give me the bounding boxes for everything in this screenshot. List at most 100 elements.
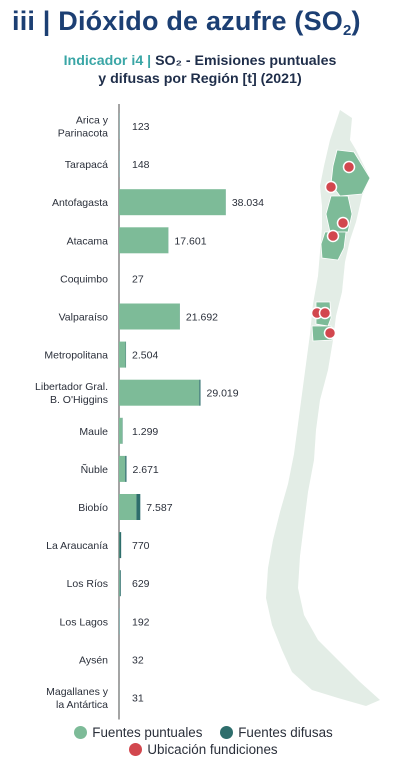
bar-row: Magallanes y la Antártica 31 <box>46 684 144 711</box>
category-label: Maule <box>79 426 108 438</box>
bar-puntuales <box>119 227 169 254</box>
bar-difusas <box>125 455 127 482</box>
category-label: La Araucanía <box>46 540 108 552</box>
bar-puntuales <box>119 417 123 444</box>
smelter-marker <box>318 306 332 320</box>
bar-puntuales <box>119 303 180 330</box>
chart-legend: Fuentes puntuales Fuentes difusas <box>0 725 407 742</box>
indicator-separator: | <box>143 53 156 69</box>
category-label: Ñuble <box>81 463 109 476</box>
bar-difusas <box>119 608 120 635</box>
value-label: 29.019 <box>206 388 238 400</box>
smelter-marker <box>324 180 338 194</box>
category-label-line: La Araucanía <box>46 540 108 552</box>
value-label: 21.692 <box>186 312 218 324</box>
value-label: 7.587 <box>146 502 172 514</box>
category-label-line: Tarapacá <box>65 159 108 171</box>
smelter-marker <box>323 326 337 340</box>
bar-puntuales <box>119 379 200 406</box>
category-label: Magallanes y la Antártica <box>46 686 109 711</box>
legend-label-difusas: Fuentes difusas <box>238 725 333 740</box>
category-label-line: B. O'Higgins <box>50 394 108 406</box>
legend-swatch-difusas <box>220 726 234 739</box>
smelter-marker <box>336 216 350 230</box>
value-label: 38.034 <box>232 197 264 209</box>
category-label-line: Libertador Gral. <box>35 381 108 393</box>
bar-difusas <box>119 570 121 597</box>
chart-rows: Arica y Parinacota 123 Tarapacá 148 Antofagas… <box>35 113 264 711</box>
value-label: 192 <box>132 616 150 628</box>
category-label-line: Magallanes y <box>46 686 109 698</box>
bar-row: Atacama 17.601 <box>67 227 207 254</box>
category-label: Antofagasta <box>52 197 108 209</box>
bar-puntuales <box>119 494 137 520</box>
smelter-marker <box>326 229 340 243</box>
value-label: 17.601 <box>174 235 206 247</box>
bar-row: Tarapacá 148 <box>65 151 150 178</box>
value-label: 1.299 <box>132 426 158 438</box>
value-label: 31 <box>132 693 144 705</box>
category-label-line: Coquimbo <box>60 273 108 285</box>
category-label-line: Parinacota <box>58 128 108 140</box>
bar-puntuales <box>119 341 126 368</box>
bar-row: Los Ríos 629 <box>67 570 150 597</box>
chile-map-outline <box>266 110 380 706</box>
smelter-marker <box>342 160 356 174</box>
page-title-subscript: 2 <box>343 22 352 39</box>
value-label: 2.671 <box>133 464 159 476</box>
bar-row: Valparaíso 21.692 <box>59 303 218 330</box>
category-label-line: Aysén <box>79 654 108 666</box>
bar-row: Antofagasta 38.034 <box>52 189 264 216</box>
bar-puntuales <box>119 455 126 482</box>
bar-row: Ñuble 2.671 <box>81 455 159 482</box>
legend-swatch-puntuales <box>74 726 88 739</box>
legend-swatch-fundiciones <box>129 743 143 756</box>
category-label-line: Valparaíso <box>59 312 109 324</box>
value-label: 770 <box>132 540 150 552</box>
category-label-line: Metropolitana <box>44 350 108 362</box>
category-label-line: la Antártica <box>56 699 108 711</box>
chile-map <box>266 110 380 706</box>
category-label-line: Los Lagos <box>60 616 108 628</box>
category-label: Metropolitana <box>44 350 108 362</box>
category-label: Atacama <box>67 235 109 247</box>
value-label: 123 <box>132 121 150 133</box>
category-label-line: Atacama <box>67 235 109 247</box>
legend-item-puntuales: Fuentes puntuales <box>74 725 202 740</box>
bar-difusas <box>119 532 122 559</box>
bar-row: Los Lagos 192 <box>60 608 150 635</box>
page-title-text: iii | Dióxido de azufre (SO <box>12 6 343 36</box>
bar-puntuales <box>119 570 120 597</box>
category-label-line: Arica y <box>76 115 109 127</box>
chart-subtitle: Indicador i4 | SO₂ - Emisiones puntuales… <box>40 52 360 88</box>
chart-area: Arica y Parinacota 123 Tarapacá 148 Antofagas… <box>35 104 380 720</box>
bar-difusas <box>136 494 141 520</box>
category-label: Arica y Parinacota <box>58 115 109 140</box>
bar-row: Aysén 32 <box>79 646 144 673</box>
category-label-line: Antofagasta <box>52 197 108 209</box>
indicator-label: Indicador i4 <box>63 53 144 69</box>
category-label: Valparaíso <box>59 312 109 324</box>
subtitle-line-2: y difusas por Región [t] (2021) <box>98 71 302 87</box>
subtitle-line-1-text: SO₂ - Emisiones puntuales <box>155 53 337 69</box>
legend-item-difusas: Fuentes difusas <box>220 725 333 740</box>
value-label: 148 <box>132 159 150 171</box>
legend-label-fundiciones: Ubicación fundiciones <box>147 742 278 757</box>
map-region-atacama <box>320 231 347 261</box>
category-label: Tarapacá <box>65 159 108 171</box>
legend-item-fundiciones: Ubicación fundiciones <box>129 742 278 757</box>
smelter-markers <box>310 160 356 340</box>
category-label-line: Maule <box>79 426 108 438</box>
category-label-line: Biobío <box>78 502 108 514</box>
value-label: 629 <box>132 578 150 590</box>
category-label: Biobío <box>78 502 108 514</box>
value-label: 27 <box>132 273 144 285</box>
page-title-suffix: ) <box>351 6 361 36</box>
value-label: 2.504 <box>132 350 158 362</box>
bar-row: Arica y Parinacota 123 <box>58 113 150 140</box>
bar-difusas <box>199 379 201 406</box>
category-label: Aysén <box>79 654 108 666</box>
category-label: Coquimbo <box>60 273 108 285</box>
bar-row: Coquimbo 27 <box>60 265 144 292</box>
subtitle-line-1: Indicador i4 | SO₂ - Emisiones puntuales <box>40 52 360 70</box>
